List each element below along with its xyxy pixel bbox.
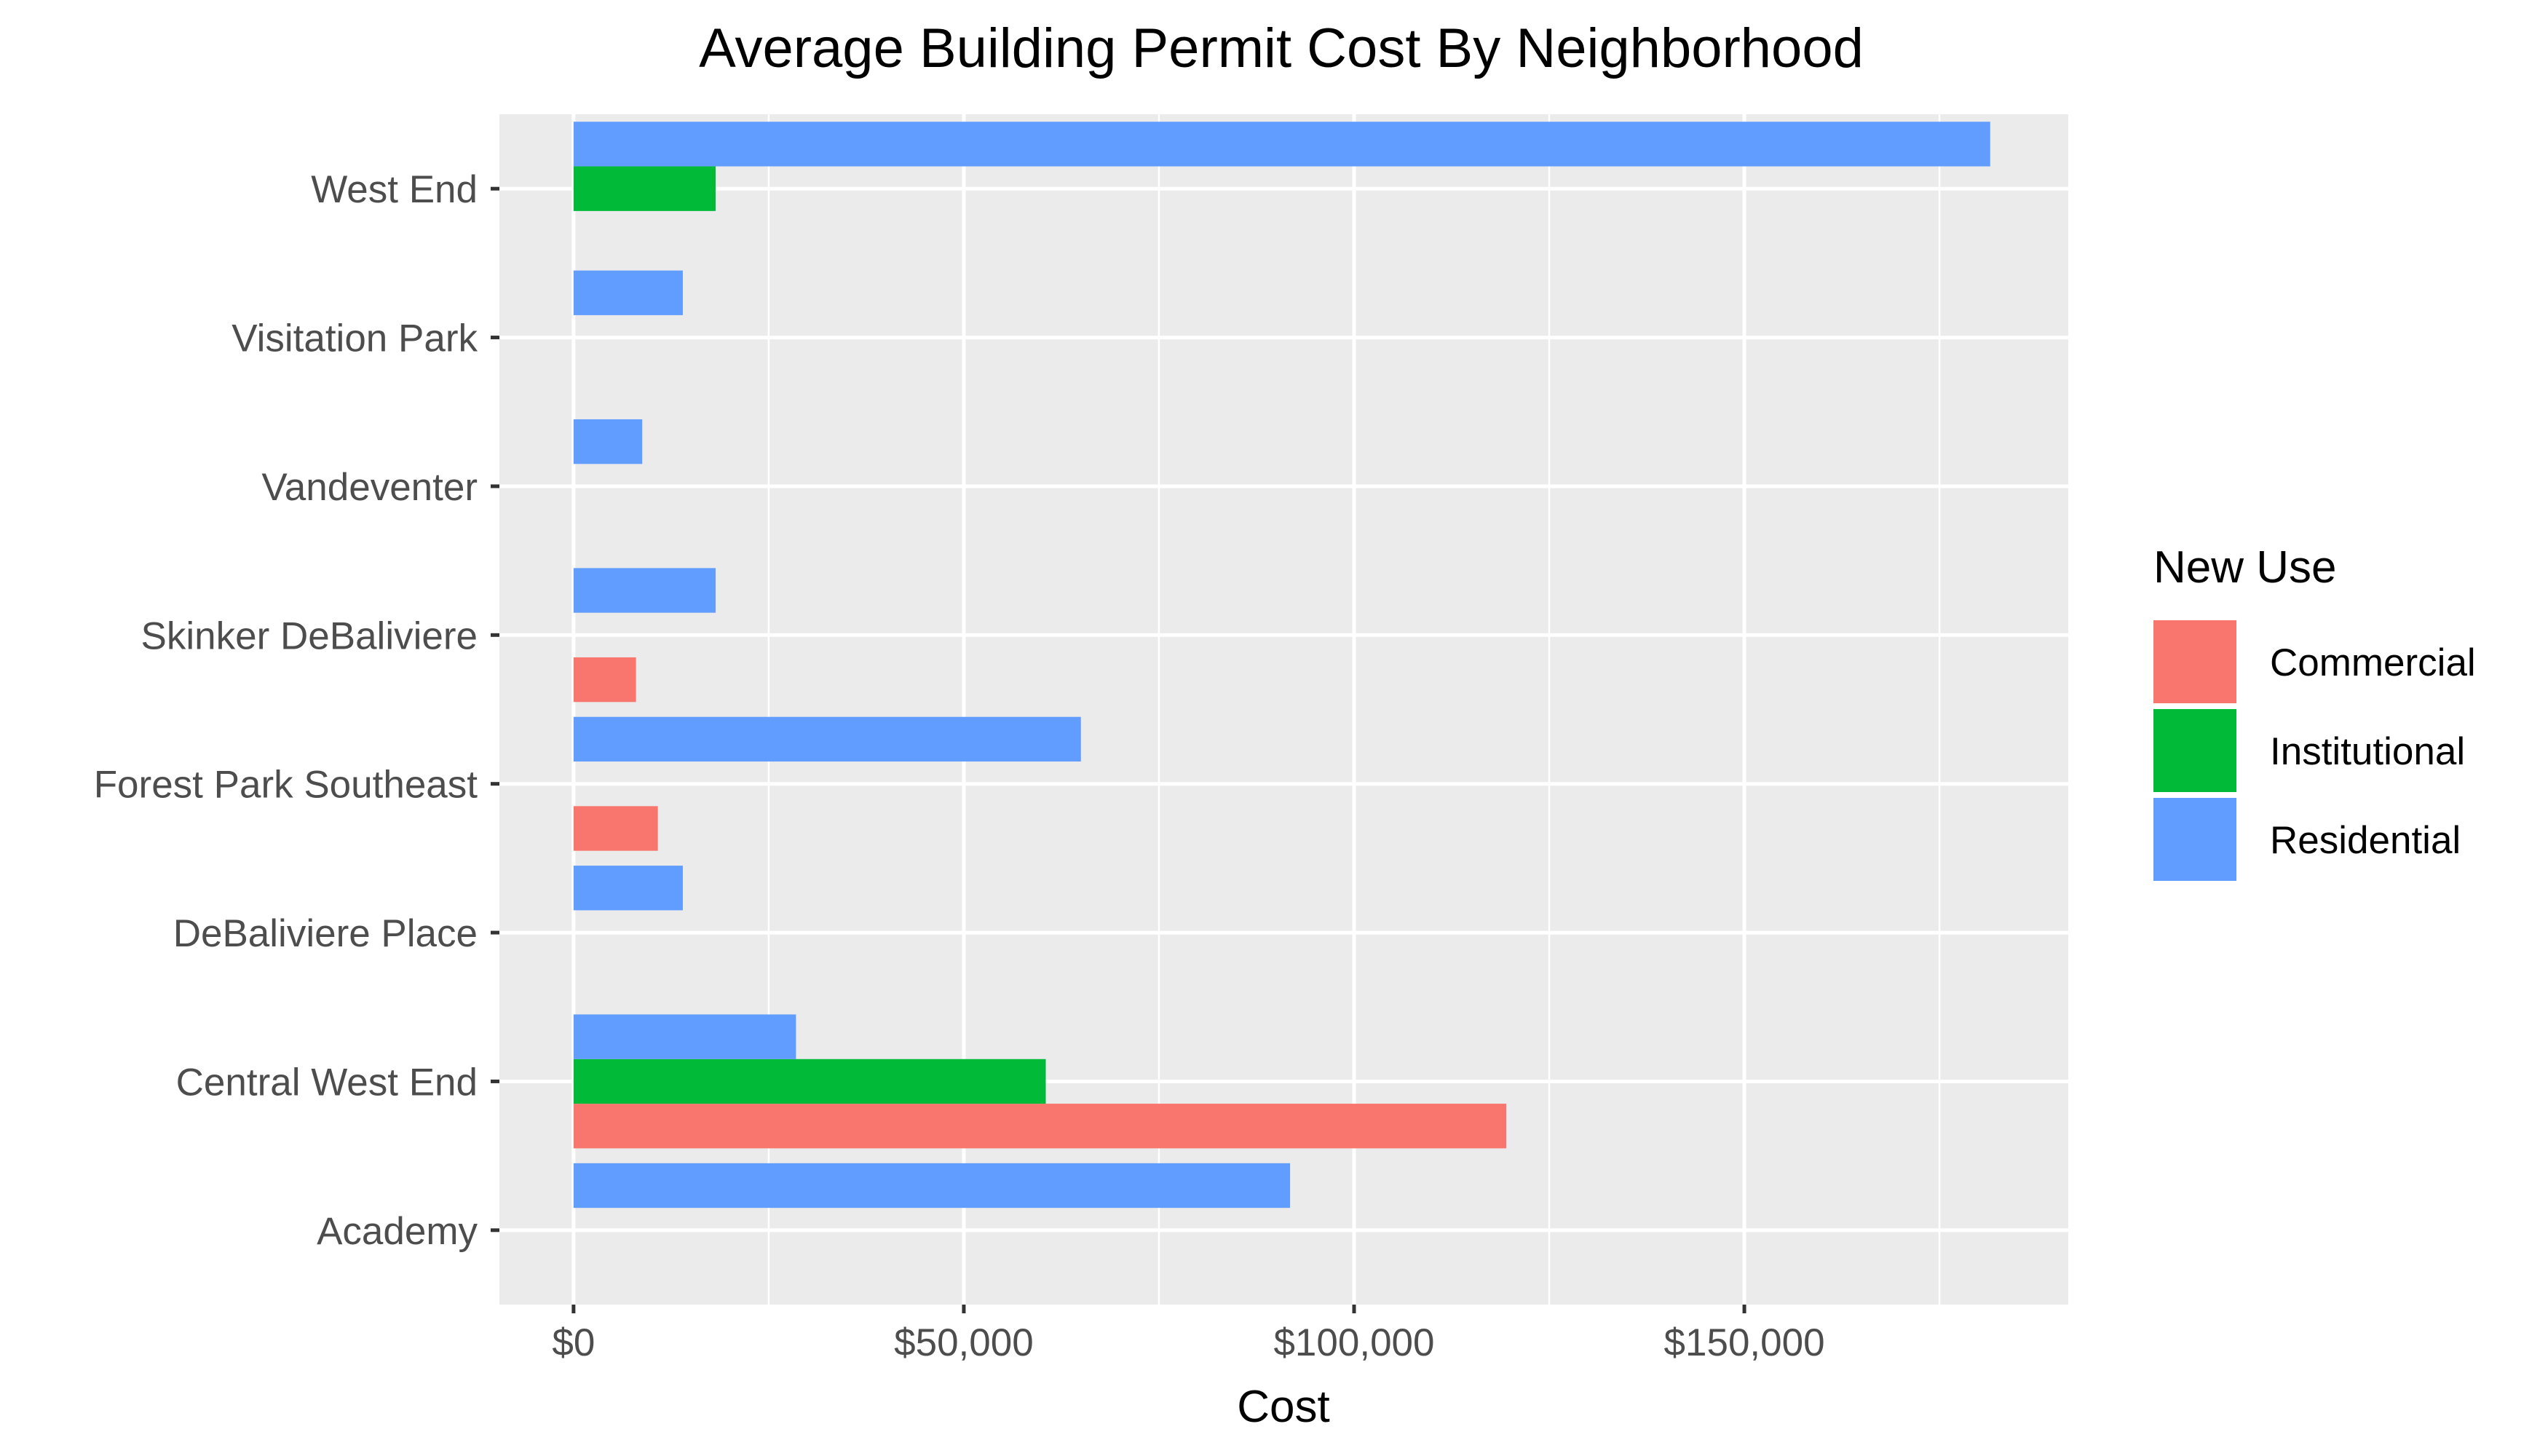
legend: New Use Commercial Institutional Residenti… [2153,542,2476,881]
bar-skinker-debaliviere-residential [573,568,716,613]
y-tick-label: DeBaliviere Place [173,912,478,955]
bar-visitation-park-residential [573,270,683,315]
x-tick-label: $100,000 [1273,1321,1434,1364]
y-axis: Academy Central West End DeBaliviere Place… [94,168,499,1253]
bar-academy-residential [573,1163,1291,1208]
legend-key-residential [2153,798,2236,881]
bar-central-west-end-institutional [573,1059,1046,1104]
bar-forest-park-southeast-residential [573,716,1081,762]
legend-key-commercial [2153,620,2236,703]
legend-title: New Use [2153,542,2337,593]
x-axis: $0 $50,000 $100,000 $150,000 [552,1305,1825,1364]
major-gridlines [499,114,2068,1305]
y-tick-label: Vandeventer [261,466,478,509]
legend-key-institutional [2153,709,2236,792]
legend-label-institutional: Institutional [2270,730,2465,773]
y-tick-label: Academy [317,1210,478,1253]
bar-west-end-residential [573,122,1990,167]
y-tick-label: Skinker DeBaliviere [141,614,478,657]
x-tick-label: $50,000 [894,1321,1034,1364]
x-tick-label: $150,000 [1664,1321,1825,1364]
y-tick-label: Visitation Park [232,317,478,360]
bar-skinker-debaliviere-commercial [573,657,636,703]
legend-items: Commercial Institutional Residential [2153,620,2476,881]
x-tick-label: $0 [552,1321,595,1364]
y-tick-label: Central West End [176,1061,478,1104]
bars [573,122,1990,1208]
bar-central-west-end-residential [573,1014,796,1059]
bar-central-west-end-commercial [573,1104,1507,1149]
bar-west-end-institutional [573,166,716,211]
bar-debaliviere-place-residential [573,866,683,911]
chart-title: Average Building Permit Cost By Neighbor… [699,17,1864,79]
bar-vandeventer-residential [573,419,643,464]
legend-label-commercial: Commercial [2270,641,2476,684]
y-tick-label: Forest Park Southeast [94,764,478,807]
legend-label-residential: Residential [2270,819,2461,862]
x-axis-label: Cost [1237,1382,1329,1432]
bar-forest-park-southeast-commercial [573,806,658,851]
y-tick-label: West End [311,168,478,211]
